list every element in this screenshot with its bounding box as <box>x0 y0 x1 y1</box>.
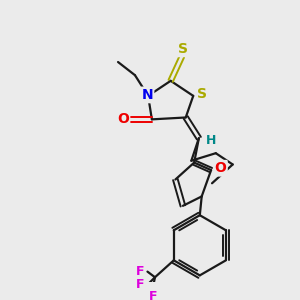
Text: H: H <box>206 134 216 148</box>
Text: F: F <box>136 278 144 291</box>
Text: F: F <box>149 290 157 300</box>
Text: S: S <box>197 87 207 101</box>
Text: N: N <box>141 88 153 102</box>
Text: O: O <box>214 161 226 175</box>
Text: F: F <box>136 265 144 278</box>
Text: O: O <box>117 112 129 126</box>
Text: S: S <box>178 42 188 56</box>
